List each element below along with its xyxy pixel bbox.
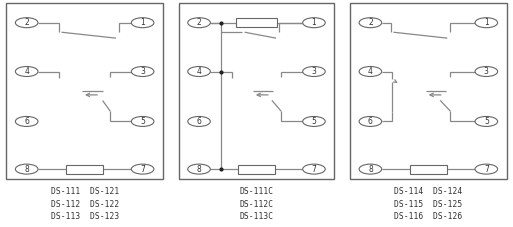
Text: DS-116  DS-126: DS-116 DS-126 [394, 212, 463, 221]
Text: 8: 8 [368, 165, 373, 174]
Circle shape [15, 116, 38, 126]
Text: DS-111C: DS-111C [240, 187, 273, 196]
Text: DS-112  DS-122: DS-112 DS-122 [50, 200, 119, 209]
Text: 5: 5 [311, 117, 317, 126]
Circle shape [188, 164, 210, 174]
Circle shape [475, 67, 498, 76]
Text: 8: 8 [196, 165, 202, 174]
Text: 2: 2 [196, 18, 202, 27]
Text: 6: 6 [368, 117, 373, 126]
Circle shape [359, 18, 382, 28]
Circle shape [475, 116, 498, 126]
Bar [238, 165, 275, 174]
Text: 3: 3 [140, 67, 145, 76]
Circle shape [131, 67, 154, 76]
Text: DS-113C: DS-113C [240, 212, 273, 221]
Circle shape [359, 164, 382, 174]
Circle shape [475, 164, 498, 174]
Bar [350, 3, 507, 179]
Circle shape [475, 18, 498, 28]
Text: 6: 6 [24, 117, 29, 126]
Bar [179, 3, 334, 179]
Circle shape [15, 67, 38, 76]
Circle shape [131, 116, 154, 126]
Text: DS-111  DS-121: DS-111 DS-121 [50, 187, 119, 196]
Text: 2: 2 [24, 18, 29, 27]
Text: 5: 5 [484, 117, 489, 126]
Text: DS-115  DS-125: DS-115 DS-125 [394, 200, 463, 209]
Bar [236, 18, 277, 27]
Text: 1: 1 [140, 18, 145, 27]
Circle shape [15, 164, 38, 174]
Circle shape [131, 164, 154, 174]
Text: 7: 7 [311, 165, 317, 174]
Circle shape [359, 67, 382, 76]
Circle shape [303, 116, 325, 126]
Text: 1: 1 [311, 18, 317, 27]
Text: DS-114  DS-124: DS-114 DS-124 [394, 187, 463, 196]
Circle shape [303, 67, 325, 76]
Text: 3: 3 [484, 67, 489, 76]
Text: 5: 5 [140, 117, 145, 126]
Circle shape [303, 18, 325, 28]
Circle shape [188, 116, 210, 126]
Circle shape [359, 116, 382, 126]
Text: DS-112C: DS-112C [240, 200, 273, 209]
Circle shape [131, 18, 154, 28]
Text: 7: 7 [484, 165, 489, 174]
Text: 2: 2 [368, 18, 373, 27]
Text: 4: 4 [368, 67, 373, 76]
Text: 4: 4 [24, 67, 29, 76]
Text: 7: 7 [140, 165, 145, 174]
Text: 4: 4 [196, 67, 202, 76]
Text: 1: 1 [484, 18, 489, 27]
Text: 3: 3 [311, 67, 317, 76]
Circle shape [15, 18, 38, 28]
Circle shape [188, 67, 210, 76]
Bar [66, 165, 103, 174]
Bar [410, 165, 447, 174]
Text: 6: 6 [196, 117, 202, 126]
Circle shape [188, 18, 210, 28]
Bar [6, 3, 163, 179]
Text: 8: 8 [24, 165, 29, 174]
Circle shape [303, 164, 325, 174]
Text: DS-113  DS-123: DS-113 DS-123 [50, 212, 119, 221]
